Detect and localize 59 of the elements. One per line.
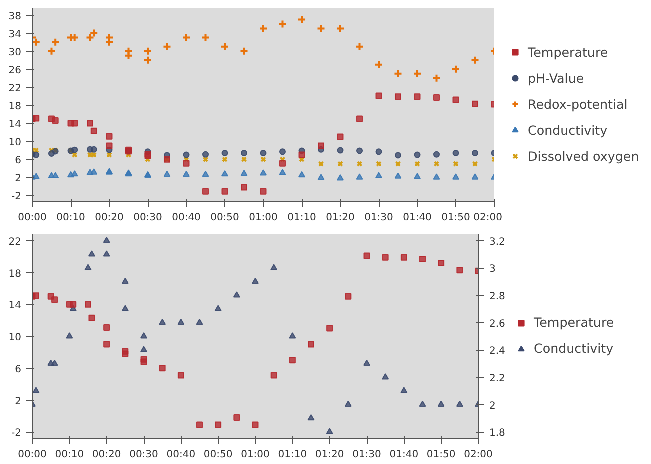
x-tick-label: 00:00	[18, 212, 47, 224]
y-tick-label: 38	[8, 11, 22, 22]
y-tick-label: 6	[15, 156, 22, 167]
y2-tick-label: 2.8	[490, 292, 506, 303]
y-tick-label: 22	[8, 83, 22, 94]
x-tick-label: 02:00	[464, 450, 493, 460]
y-tick-label: 6	[15, 364, 22, 376]
y-tick-label: 2	[15, 174, 22, 185]
legend-label: Dissolved oxygen	[528, 148, 640, 164]
y-tick-label: 10	[8, 138, 22, 149]
y-tick-label: -2	[12, 192, 22, 203]
x-tick-label: 00:30	[130, 450, 158, 460]
x-tick-label: 00:10	[56, 212, 86, 224]
x-tick-label: 00:40	[166, 450, 196, 460]
x-tick-label: 01:00	[249, 212, 278, 224]
y2-tick-label: 1.8	[490, 428, 506, 440]
y2-tick-label: 2	[490, 400, 496, 412]
legend-label: pH-Value	[528, 70, 584, 86]
x-tick-label: 02:00	[474, 212, 503, 224]
legend-label: Temperature	[528, 44, 608, 60]
y-tick-label: 14	[8, 119, 22, 130]
x-tick-label: 00:40	[172, 212, 201, 224]
x-tick-label: 01:50	[426, 450, 456, 460]
y-tick-label: -2	[12, 428, 22, 440]
y-tick-label: 30	[8, 47, 22, 58]
legend-label: Conductivity	[534, 341, 614, 356]
x-tick-label: 00:20	[92, 450, 122, 460]
y-tick-label: 18	[8, 268, 22, 280]
x-tick-label: 01:10	[278, 450, 308, 460]
legend-label: Temperature	[534, 315, 614, 330]
x-tick-label: 00:10	[55, 450, 84, 460]
y2-tick-label: 3	[490, 264, 496, 276]
x-tick-label: 00:20	[95, 212, 124, 224]
y-tick-label: 34	[8, 29, 22, 40]
y-tick-label: 26	[8, 65, 22, 76]
x-tick-label: 01:40	[403, 212, 432, 224]
x-tick-label: 00:50	[210, 212, 240, 224]
x-tick-label: 01:20	[315, 450, 344, 460]
y2-tick-label: 3.2	[490, 236, 506, 248]
x-tick-label: 01:50	[442, 212, 470, 224]
y2-tick-label: 2.6	[490, 318, 506, 330]
y-tick-label: 22	[8, 236, 22, 248]
y-tick-label: 14	[8, 300, 22, 312]
x-tick-label: 00:50	[204, 450, 233, 460]
x-tick-label: 01:00	[241, 450, 270, 460]
x-tick-label: 01:40	[390, 450, 419, 460]
y-tick-label: 2	[15, 396, 22, 408]
y2-tick-label: 2.2	[490, 373, 506, 384]
legend-label: Redox-potential	[528, 96, 628, 112]
y-tick-label: 10	[8, 332, 22, 344]
y2-tick-label: 2.4	[490, 346, 506, 358]
x-tick-label: 00:30	[134, 212, 162, 224]
x-tick-label: 00:00	[18, 450, 47, 460]
legend-label: Conductivity	[528, 122, 608, 138]
x-tick-label: 01:20	[326, 212, 355, 224]
x-tick-label: 01:30	[364, 212, 394, 224]
x-tick-label: 01:10	[288, 212, 316, 224]
y-tick-label: 18	[8, 101, 22, 112]
x-tick-label: 01:30	[352, 450, 382, 460]
